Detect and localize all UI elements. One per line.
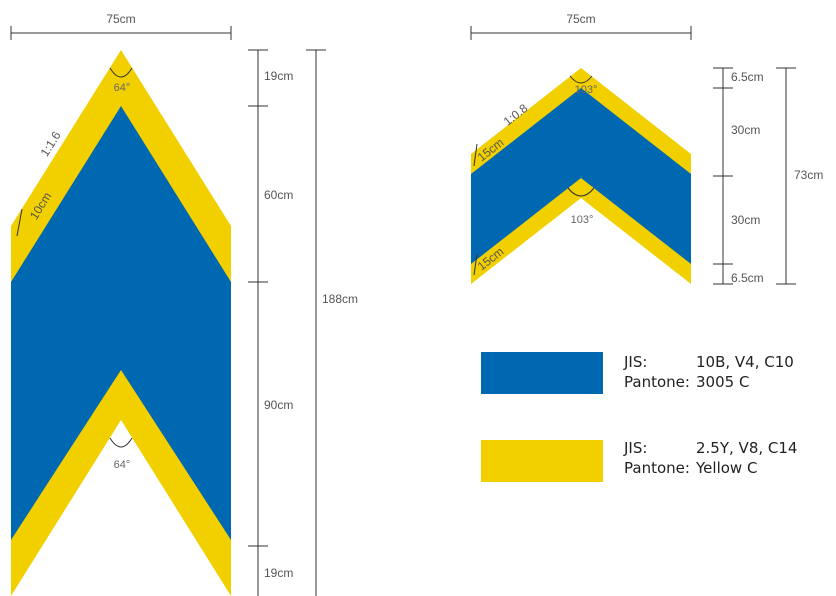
left-chevron-flag [11,50,231,596]
blue-jis-value: 10B, V4, C10 [696,353,794,371]
left-segment-2-label: 60cm [264,188,293,202]
left-top-angle-label: 64° [114,82,131,94]
right-top-angle-arc [569,75,593,84]
left-band-tick [16,208,23,237]
left-width-dimension [10,26,232,40]
left-segment-1-label: 19cm [264,69,293,83]
blue-color-spec: JIS: 10B, V4, C10 Pantone: 3005 C [624,352,794,392]
right-bottom-angle-arc [567,187,595,197]
left-bottom-angle-arc [109,437,133,448]
right-segment-dimension [713,67,733,285]
left-segment-dimension [248,49,268,596]
right-top-angle-label: 103° [575,84,598,96]
right-bottom-angle-label: 103° [571,214,594,226]
right-segment-2-label: 30cm [731,123,760,137]
yellow-color-swatch [481,440,603,482]
right-segment-1-label: 6.5cm [731,70,764,84]
yellow-jis-value: 2.5Y, V8, C14 [696,439,798,457]
blue-color-swatch [481,352,603,394]
right-segment-4-label: 6.5cm [731,271,764,285]
left-width-label: 75cm [106,12,135,26]
blue-pantone-key: Pantone: [624,373,690,391]
blue-pantone-value: 3005 C [696,373,750,391]
right-segment-3-label: 30cm [731,213,760,227]
blue-jis-key: JIS: [624,353,648,371]
right-chevron-flag [471,68,691,284]
left-bottom-angle-label: 64° [114,459,131,471]
left-segment-3-label: 90cm [264,398,293,412]
right-band-ticks [473,143,478,276]
left-total-dimension [306,49,326,596]
yellow-pantone-key: Pantone: [624,459,690,477]
yellow-pantone-value: Yellow C [696,459,758,477]
left-segment-4-label: 19cm [264,566,293,580]
right-total-dimension [776,67,796,285]
yellow-jis-key: JIS: [624,439,648,457]
right-total-label: 73cm [794,168,823,182]
left-blue-field [11,106,231,540]
left-top-angle-arc [109,67,133,78]
right-width-label: 75cm [566,12,595,26]
right-blue-field [471,88,691,264]
left-total-label: 188cm [322,292,358,306]
yellow-color-spec: JIS: 2.5Y, V8, C14 Pantone: Yellow C [624,438,797,478]
right-width-dimension [470,26,692,40]
